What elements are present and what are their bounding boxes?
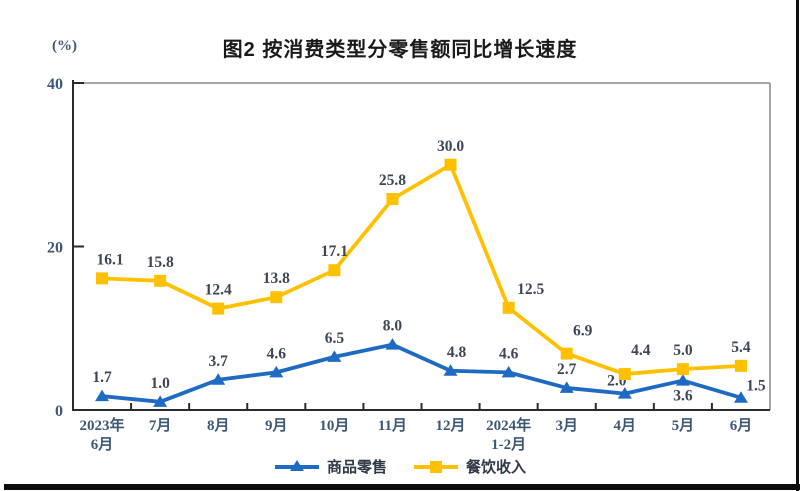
- x-category-label: 10月: [319, 417, 349, 434]
- series-line-1: [100, 162, 743, 376]
- data-point-marker: [501, 365, 516, 378]
- data-point-marker: [153, 395, 168, 407]
- data-point-label: 4.6: [267, 345, 287, 362]
- data-point-marker: [444, 158, 457, 171]
- data-point-label: 4.6: [499, 345, 519, 362]
- data-point-label: 1.0: [150, 375, 170, 392]
- x-category-label: 6月: [730, 417, 753, 434]
- y-tick-label: 20: [47, 240, 63, 257]
- data-point-marker: [502, 301, 515, 314]
- data-point-marker: [327, 350, 342, 362]
- data-point-label: 6.9: [573, 323, 593, 340]
- data-point-marker: [618, 368, 631, 381]
- data-point-label: 12.4: [205, 282, 232, 299]
- data-point-label: 17.1: [321, 243, 348, 260]
- data-point-label: 1.5: [746, 378, 766, 395]
- data-point-label: 4.8: [447, 344, 467, 361]
- y-tick-label: 0: [55, 403, 63, 420]
- window-bottom-edge: [4, 484, 800, 490]
- x-category-label: 1-2月: [491, 436, 526, 453]
- data-point-label: 3.7: [209, 353, 229, 370]
- data-point-marker: [675, 374, 690, 386]
- data-point-marker: [211, 373, 226, 385]
- data-point-label: 15.8: [147, 254, 174, 271]
- x-category-label: 5月: [672, 417, 695, 434]
- data-point-marker: [385, 338, 400, 350]
- x-category-label: 7月: [149, 417, 172, 434]
- y-axis-unit-label: (%): [52, 38, 77, 54]
- x-category-label: 8月: [207, 417, 230, 434]
- data-point-marker: [734, 359, 747, 372]
- window-right-edge: [796, 0, 799, 491]
- chart-legend: 商品零售 餐饮收入: [0, 456, 800, 477]
- data-point-label: 25.8: [379, 172, 406, 189]
- x-category-label: 11月: [378, 417, 407, 434]
- legend-item-goods-retail: 商品零售: [274, 456, 387, 477]
- legend-label-goods-retail: 商品零售: [326, 460, 387, 476]
- data-point-marker: [270, 291, 283, 304]
- data-point-marker: [560, 347, 573, 360]
- data-point-label: 5.4: [731, 339, 751, 356]
- data-point-label: 13.8: [263, 270, 290, 287]
- data-point-label: 3.6: [673, 388, 693, 405]
- chart-title: 图2 按消费类型分零售额同比增长速度: [222, 39, 578, 61]
- data-point-marker: [617, 387, 632, 399]
- x-category-label: 12月: [436, 417, 466, 434]
- data-point-label: 12.5: [517, 281, 544, 298]
- data-point-marker: [96, 272, 109, 285]
- legend-item-catering-income: 餐饮收入: [413, 456, 526, 477]
- goods-retail-line-triangle-icon: [274, 459, 319, 471]
- data-point-label: 30.0: [437, 138, 464, 155]
- data-point-label: 1.7: [92, 369, 112, 386]
- data-point-label: 6.5: [325, 330, 345, 347]
- x-category-label: 2024年: [486, 416, 531, 434]
- data-point-marker: [676, 363, 689, 376]
- data-point-label: 2.7: [557, 361, 577, 378]
- data-point-marker: [559, 381, 574, 393]
- y-tick-label: 40: [47, 76, 63, 93]
- data-point-marker: [212, 302, 225, 315]
- catering-income-line-square-icon: [414, 460, 458, 473]
- data-point-label: 4.4: [631, 342, 651, 359]
- data-point-label: 8.0: [383, 318, 403, 335]
- legend-label-catering-income: 餐饮收入: [466, 460, 527, 476]
- data-point-marker: [328, 264, 341, 277]
- data-point-marker: [386, 193, 399, 206]
- data-point-marker: [95, 389, 110, 402]
- x-category-label: 6月: [91, 436, 114, 453]
- data-point-label: 16.1: [96, 251, 123, 268]
- series-line-0: [100, 342, 743, 404]
- x-category-label: 3月: [555, 417, 578, 434]
- data-point-marker: [269, 365, 284, 378]
- data-point-marker: [443, 364, 458, 376]
- data-point-marker: [154, 274, 167, 287]
- x-category-label: 4月: [614, 417, 637, 434]
- data-point-marker: [733, 391, 748, 403]
- data-point-label: 5.0: [673, 342, 693, 359]
- x-category-label: 2023年: [80, 416, 125, 434]
- x-category-label: 9月: [265, 417, 288, 434]
